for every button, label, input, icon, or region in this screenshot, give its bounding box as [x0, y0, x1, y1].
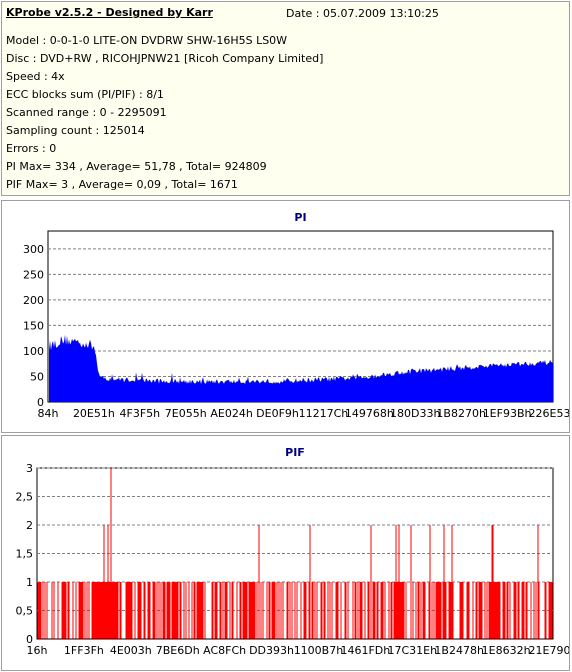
pif-ytick-label: 3: [26, 462, 33, 475]
pi-xtick-label: AE024h: [210, 407, 252, 420]
pi-chart-panel: PI 0 50 100 150 200 250 300 84h 20E51h 4F3F5h 7E055…: [1, 200, 570, 433]
pif-xtick-label: 1461FDh: [340, 644, 390, 657]
pi-chart: PI 0 50 100 150 200 250 300 84h 20E51h 4F3F5h 7E055…: [23, 211, 569, 420]
pif-ytick-label: 1,5: [16, 548, 34, 561]
pif-xtick-label: AC8FCh: [203, 644, 246, 657]
pi-summary-line: PI Max= 334 , Average= 51,78 , Total= 92…: [6, 160, 267, 173]
pi-xtick-label: 180D33h: [390, 407, 440, 420]
pif-xtick-label: 1B2478h: [434, 644, 484, 657]
pif-xtick-label: 4E003h: [110, 644, 152, 657]
pif-xtick-label: DD393h: [249, 644, 294, 657]
pif-xtick-label: 16h: [27, 644, 48, 657]
ecc-line: ECC blocks sum (PI/PIF) : 8/1: [6, 88, 164, 101]
pif-xtick-label: 7BE6Dh: [156, 644, 200, 657]
pif-xtick-label: 1E8632h: [482, 644, 531, 657]
pif-xtick-label: 1100B7h: [294, 644, 344, 657]
pi-ytick-label: 100: [23, 345, 44, 358]
speed-line: Speed : 4x: [6, 70, 65, 83]
pif-xtick-label: 21E790h: [529, 644, 569, 657]
pif-chart: PIF 0 0,5 1 1,5 2 2,5 3 16h 1FF3Fh 4E003h 7BE6Dh AC8…: [16, 446, 570, 657]
pi-xtick-label: 20E51h: [73, 407, 115, 420]
pif-chart-panel: PIF 0 0,5 1 1,5 2 2,5 3 16h 1FF3Fh 4E003h 7BE6Dh AC8…: [1, 435, 570, 671]
pif-ytick-label: 0: [26, 633, 33, 646]
pif-ytick-label: 1: [26, 576, 33, 589]
model-line: Model : 0-0-1-0 LITE-ON DVDRW SHW-16H5S …: [6, 34, 288, 47]
pi-ytick-label: 300: [23, 243, 44, 256]
pi-ytick-label: 200: [23, 294, 44, 307]
pi-ytick-label: 250: [23, 268, 44, 281]
pif-summary-line: PIF Max= 3 , Average= 0,09 , Total= 1671: [6, 178, 238, 191]
pi-ytick-label: 50: [30, 370, 44, 383]
pif-xtick-label: 17C31Eh: [387, 644, 437, 657]
pi-ytick-label: 0: [37, 396, 44, 409]
pif-bars: [37, 582, 553, 639]
pi-xtick-label: 11217Ch: [299, 407, 349, 420]
pif-ytick-label: 2: [26, 519, 33, 532]
errors-line: Errors : 0: [6, 142, 57, 155]
pif-ytick-label: 2,5: [16, 491, 34, 504]
app-title: KProbe v2.5.2 - Designed by Karr: [6, 6, 213, 19]
sampling-line: Sampling count : 125014: [6, 124, 145, 137]
pi-area: [49, 334, 553, 402]
pi-xtick-label: 1EF93Bh: [483, 407, 532, 420]
pi-xtick-label: 84h: [38, 407, 59, 420]
pif-xtick-label: 1FF3Fh: [64, 644, 104, 657]
pi-xtick-label: 1B8270h: [436, 407, 486, 420]
pif-title: PIF: [285, 446, 305, 459]
disc-line: Disc : DVD+RW , RICOHJPNW21 [Ricoh Compa…: [6, 52, 324, 65]
scan-date: Date : 05.07.2009 13:10:25: [286, 7, 439, 20]
pif-ytick-label: 0,5: [16, 605, 34, 618]
pi-xtick-label: 149768h: [345, 407, 394, 420]
pi-xtick-label: 7E055h: [165, 407, 207, 420]
pi-xtick-label: 4F3F5h: [120, 407, 161, 420]
info-panel: KProbe v2.5.2 - Designed by Karr Date : …: [1, 1, 570, 196]
range-line: Scanned range : 0 - 2295091: [6, 106, 167, 119]
pi-ytick-label: 150: [23, 319, 44, 332]
pi-xtick-label: DE0F9h: [256, 407, 299, 420]
pi-title: PI: [294, 211, 306, 224]
pi-xtick-label: 226E53h: [529, 407, 569, 420]
